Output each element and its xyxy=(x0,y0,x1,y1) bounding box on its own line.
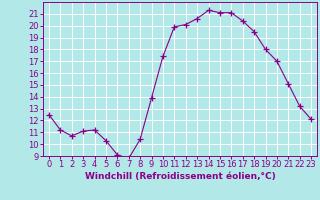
X-axis label: Windchill (Refroidissement éolien,°C): Windchill (Refroidissement éolien,°C) xyxy=(84,172,276,181)
